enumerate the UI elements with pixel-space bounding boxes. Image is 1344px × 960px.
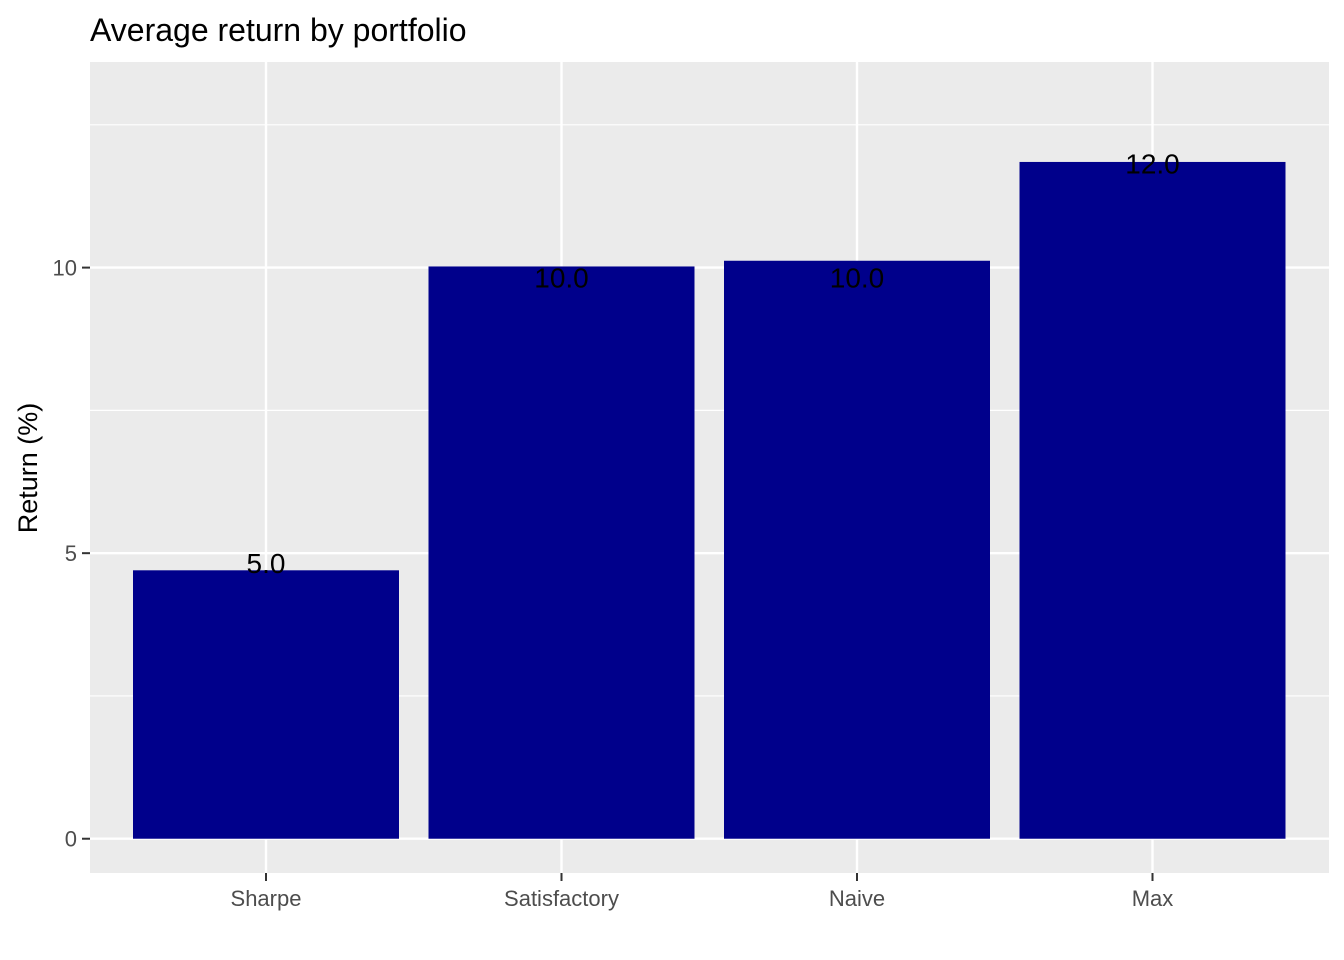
data-label-sharpe: 5.0 xyxy=(247,548,286,579)
bars xyxy=(133,161,1286,839)
x-tick-label-max: Max xyxy=(1132,886,1174,911)
data-labels: 5.0 10.0 10.0 12.0 xyxy=(247,148,1180,579)
y-axis-title: Return (%) xyxy=(13,403,43,534)
data-label-naive: 10.0 xyxy=(830,263,885,294)
data-label-satisfactory: 10.0 xyxy=(534,263,589,294)
bar-satisfactory xyxy=(428,266,695,839)
chart-title: Average return by portfolio xyxy=(90,12,467,48)
bar-naive xyxy=(724,260,990,839)
bar-max xyxy=(1019,161,1286,839)
bar-sharpe xyxy=(133,570,399,839)
data-label-max: 12.0 xyxy=(1125,148,1180,179)
x-axis: Sharpe Satisfactory Naive Max xyxy=(231,873,1174,911)
x-tick-label-naive: Naive xyxy=(829,886,885,911)
y-tick-label: 10 xyxy=(53,256,77,281)
y-tick-label: 0 xyxy=(65,827,77,852)
x-tick-label-satisfactory: Satisfactory xyxy=(504,886,619,911)
x-tick-label-sharpe: Sharpe xyxy=(231,886,302,911)
y-tick-label: 5 xyxy=(65,541,77,566)
y-axis: 0 5 10 xyxy=(53,256,90,852)
